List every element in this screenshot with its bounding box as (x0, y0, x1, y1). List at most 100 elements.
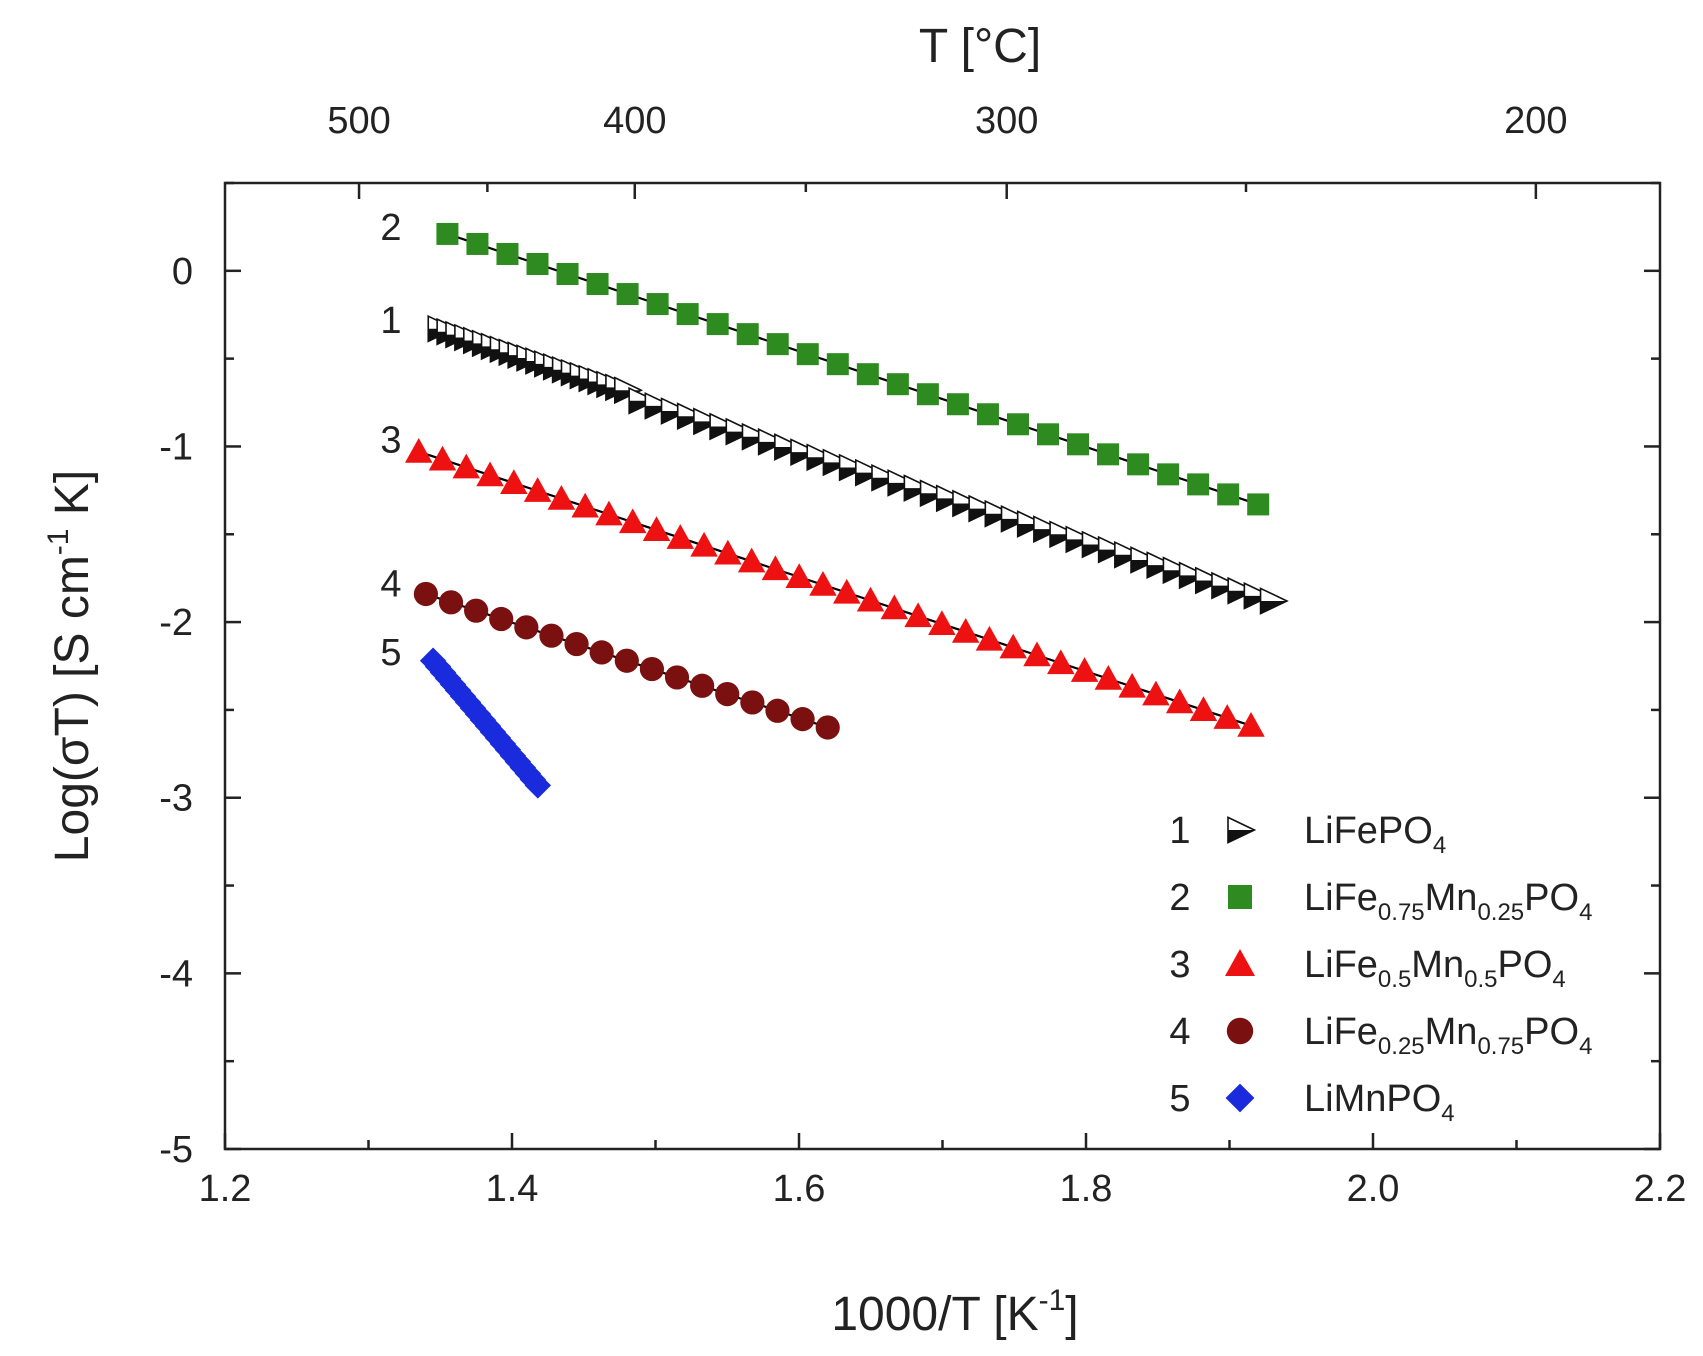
series-2-point (1127, 453, 1150, 476)
series-1-point (1016, 510, 1046, 538)
series-1-point-fill (1179, 575, 1207, 588)
series-2-point (1067, 433, 1090, 456)
legend-label-text: LiFe (1304, 1011, 1378, 1053)
series-5-line-label: 5 (380, 632, 401, 674)
series-2-point (706, 313, 729, 336)
series-3-point (1142, 680, 1170, 706)
series-5-point (524, 772, 552, 799)
legend-label-subscript: 4 (1552, 966, 1565, 993)
legend-label: LiFe0.25Mn0.75PO4 (1304, 1011, 1592, 1060)
series-1-point (1259, 587, 1289, 615)
series-4-point (464, 598, 489, 623)
series-2-point (616, 283, 639, 306)
legend-label-text: LiFe (1304, 944, 1378, 986)
series-3-point (1189, 696, 1218, 722)
series-1-point-fill (1033, 529, 1061, 542)
legend-label-text: LiMnPO (1304, 1078, 1441, 1120)
series-2-point (496, 242, 519, 265)
series-2-line-label: 2 (380, 207, 401, 249)
series-3-points (404, 437, 1265, 737)
series-1-point (968, 494, 998, 523)
series-4-point (438, 590, 464, 615)
legend-marker-circle (1226, 1017, 1254, 1045)
series-2-point (526, 252, 549, 275)
legend-number: 4 (1169, 1011, 1190, 1053)
y-tick-label: -2 (159, 602, 193, 644)
series-1-point (1146, 551, 1176, 579)
series-4-points (413, 581, 840, 740)
legend-number: 2 (1169, 877, 1190, 919)
series-1-point-fill (726, 431, 753, 445)
series-1-point-fill (807, 457, 834, 470)
legend-item: 5 LiMnPO4 (1169, 1078, 1454, 1127)
series-1-point-fill (1017, 524, 1045, 537)
top-tick-label: 300 (975, 100, 1038, 142)
series-3-point (618, 508, 647, 534)
legend-label-subscript: 0.75 (1477, 1033, 1524, 1060)
series-1-point-fill (1260, 601, 1287, 614)
series-4-point (639, 656, 665, 682)
series-1-point-fill (758, 441, 786, 455)
series-1-point-fill (1131, 559, 1158, 573)
series-2-fit-line (447, 232, 1259, 506)
legend-item: 1 LiFePO4 (1169, 810, 1446, 859)
series-1-point-fill (1114, 554, 1142, 568)
legend-label-subscript: 4 (1579, 1033, 1592, 1060)
series-4-point (715, 682, 740, 707)
series-1-point (1065, 525, 1095, 554)
series-1-point (1033, 515, 1063, 544)
series-1-point (1049, 520, 1079, 549)
series-2-point (826, 353, 849, 376)
series-1-point-fill (645, 405, 672, 419)
series-2-point (766, 333, 789, 356)
legend-marker-diamond (1225, 1083, 1255, 1113)
series-1-point (757, 427, 787, 456)
series-3-point (642, 516, 671, 542)
y-axis-title-end: K] (46, 470, 99, 529)
legend-label-text: Mn (1411, 944, 1464, 986)
series-5-points (419, 647, 552, 799)
series-4-point (413, 581, 438, 607)
legend-item: 4 LiFe0.25Mn0.75PO4 (1169, 1011, 1592, 1060)
series-1-point (984, 499, 1014, 528)
series-1-point (935, 484, 966, 513)
series-2-point (646, 293, 669, 316)
series-2-point (676, 303, 699, 326)
x-axis-title-end: ] (1065, 1288, 1078, 1341)
series-3-point (999, 633, 1027, 659)
series-3-point (975, 625, 1004, 651)
series-1-point (1194, 566, 1225, 595)
series-2-point (1247, 493, 1270, 516)
series-3-point (880, 594, 909, 620)
series-3-point (714, 539, 742, 565)
legend-item: 3 LiFe0.5Mn0.5PO4 (1169, 944, 1565, 993)
series-1-point (806, 443, 836, 472)
series-1-point (1178, 561, 1208, 590)
legend: 1 LiFePO4 2 LiFe0.75Mn0.25PO4 3 LiFe0.5Mn0.5P… (1169, 810, 1592, 1127)
series-3-point (904, 602, 932, 628)
y-axis: -5 -4 -3 -2 -1 0 (159, 181, 1660, 1171)
x-axis-title-main: 1000/T [K (831, 1288, 1038, 1341)
series-1-point-fill (774, 446, 802, 460)
series-1-point-fill (1147, 565, 1174, 578)
x-tick-label: 2.2 (1634, 1168, 1687, 1210)
series-3-point (452, 453, 481, 479)
top-tick-label: 400 (603, 100, 666, 142)
series-3-point (1118, 672, 1146, 698)
series-3-point (833, 578, 861, 604)
series-4-point (765, 698, 790, 723)
series-1-point-fill (936, 498, 964, 511)
series-3-point (1070, 657, 1099, 682)
data-markers (404, 222, 1289, 799)
top-axis-title: T [°C] (919, 20, 1041, 73)
legend-marker-square (1228, 885, 1252, 909)
top-axis: 500 400 300 200 (327, 100, 1568, 199)
series-2-point (466, 232, 489, 255)
series-2-point (946, 393, 969, 416)
series-3-point (690, 531, 718, 557)
series-1-point (952, 489, 982, 518)
top-tick-label: 200 (1504, 100, 1567, 142)
series-3-point (951, 618, 980, 643)
series-1-point-fill (1228, 590, 1255, 604)
legend-label: LiFe0.75Mn0.25PO4 (1304, 877, 1592, 926)
